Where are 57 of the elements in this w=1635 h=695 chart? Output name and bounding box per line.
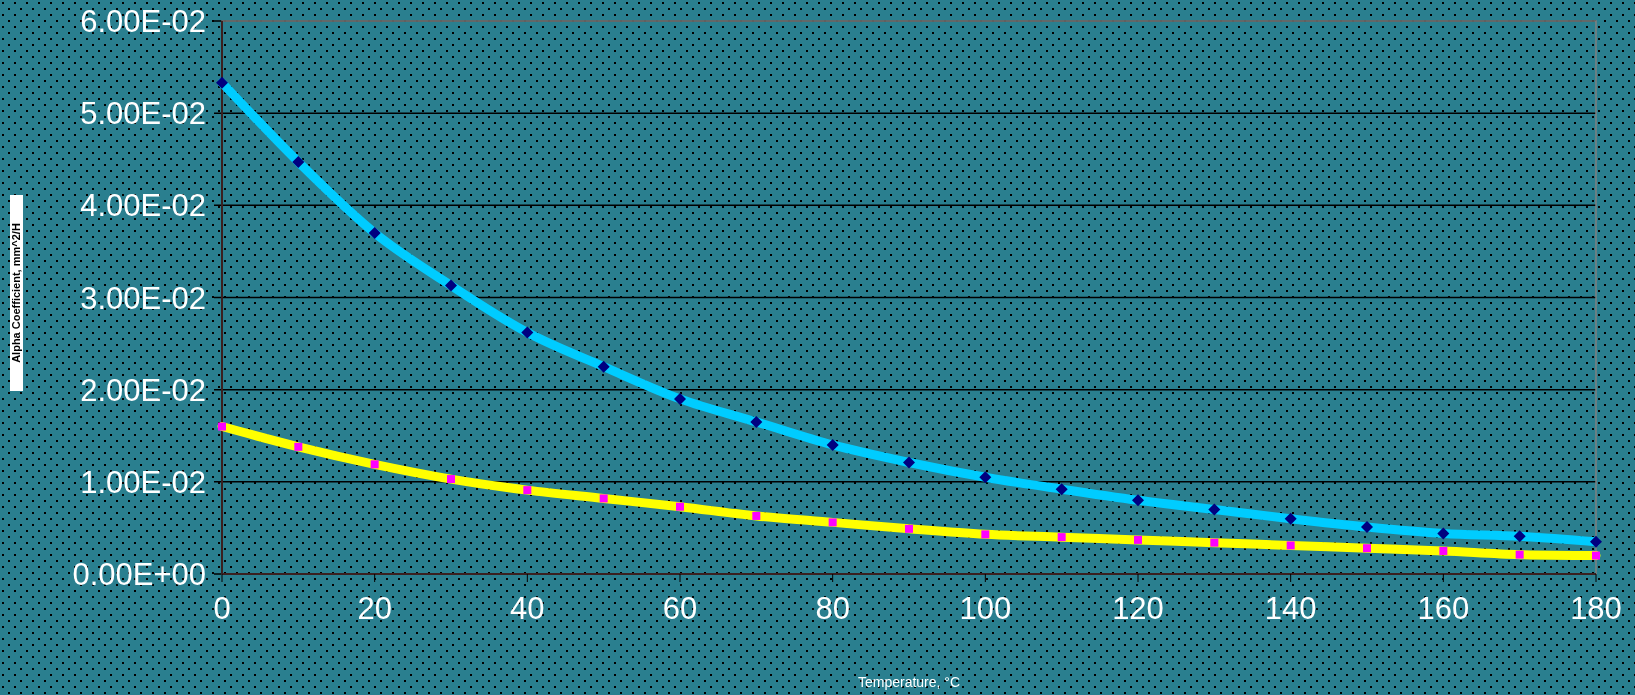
point [676, 502, 684, 511]
x-tick-label: 160 [1417, 591, 1470, 626]
point [447, 475, 455, 484]
point [218, 422, 226, 431]
y-tick-label: 3.00E-02 [80, 280, 206, 316]
y-tick-label: 2.00E-02 [80, 372, 206, 408]
point [599, 494, 608, 503]
point [1513, 530, 1526, 543]
point [1132, 494, 1144, 507]
point [1284, 512, 1297, 525]
point [905, 524, 913, 533]
point [1592, 551, 1600, 560]
x-tick-label: 100 [959, 591, 1012, 626]
point [294, 442, 303, 451]
x-tick-label: 80 [815, 591, 850, 626]
y-tick-label: 1.00E-02 [80, 464, 206, 500]
point [1057, 533, 1066, 542]
point [445, 279, 457, 292]
point [523, 486, 532, 495]
x-tick-label: 40 [510, 591, 545, 626]
point [1439, 546, 1448, 555]
point [979, 471, 992, 484]
point [216, 76, 228, 89]
point [1363, 544, 1371, 553]
point [826, 438, 839, 451]
point [1210, 538, 1219, 547]
point [1361, 521, 1373, 533]
point [1437, 527, 1450, 540]
point [1590, 535, 1602, 548]
point [1134, 535, 1142, 544]
y-tick-label: 6.00E-02 [80, 4, 206, 39]
x-tick-label: 180 [1570, 591, 1622, 626]
point [750, 415, 763, 428]
point [597, 360, 610, 373]
y-axis-title: Alpha Coefficient, mm^2/H [10, 223, 22, 363]
x-tick-label: 140 [1264, 591, 1317, 626]
point [1208, 503, 1221, 516]
point [370, 460, 379, 469]
x-axis-title: Temperature, °C [857, 674, 961, 690]
point [521, 326, 534, 339]
x-tick-label: 120 [1112, 591, 1164, 626]
point [828, 518, 837, 527]
point [903, 456, 915, 469]
point [752, 511, 761, 520]
point [368, 226, 381, 239]
y-tick-label: 5.00E-02 [80, 96, 206, 132]
x-tick-label: 60 [662, 591, 698, 626]
x-tick-label: 0 [213, 591, 231, 626]
point [1286, 541, 1295, 550]
point [292, 156, 305, 169]
point [981, 530, 990, 539]
x-tick-label: 20 [357, 591, 392, 626]
point [674, 392, 686, 405]
y-tick-label: 4.00E-02 [80, 188, 206, 224]
point [1055, 483, 1068, 496]
point [1515, 550, 1524, 559]
y-tick-label: 0.00E+00 [72, 557, 206, 592]
